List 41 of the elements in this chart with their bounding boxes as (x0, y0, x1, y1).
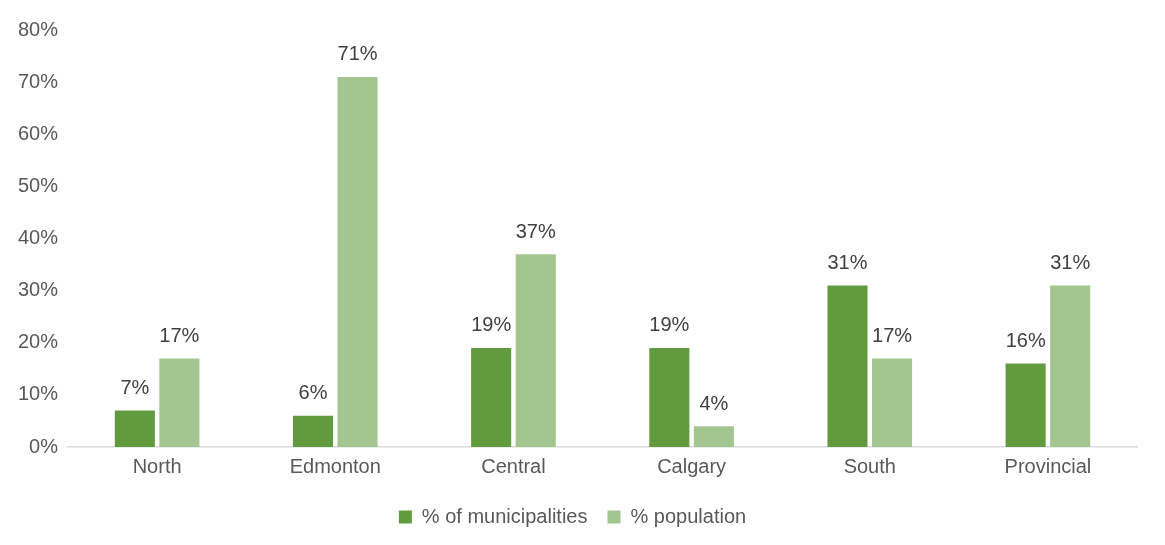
bar (827, 285, 868, 447)
y-tick-label: 0% (29, 434, 59, 457)
x-tick-label: Edmonton (289, 454, 381, 477)
y-tick-label: 70% (18, 69, 59, 92)
bar (292, 415, 334, 447)
y-tick-label: 50% (18, 173, 59, 196)
bar (871, 358, 913, 447)
data-label: 31% (1050, 250, 1091, 273)
legend-label: % of municipalities (421, 504, 588, 527)
bar (1005, 363, 1046, 447)
y-tick-label: 30% (18, 278, 59, 301)
data-label: 17% (159, 323, 200, 346)
data-label: 19% (649, 313, 690, 336)
bar (1050, 285, 1091, 447)
data-label: 7% (120, 376, 150, 399)
bar (693, 426, 734, 447)
data-label: 71% (337, 42, 378, 65)
data-label: 31% (827, 250, 868, 273)
data-label: 19% (471, 313, 512, 336)
x-tick-label: South (843, 454, 896, 477)
data-label: 4% (699, 391, 729, 414)
y-tick-label: 40% (18, 226, 59, 249)
x-tick-label: Provincial (1004, 454, 1092, 477)
legend-label: % population (630, 504, 747, 527)
bar (471, 347, 512, 447)
x-tick-label: North (132, 454, 182, 477)
data-label: 6% (298, 381, 328, 404)
x-tick-label: Calgary (657, 454, 727, 477)
data-label: 37% (515, 219, 556, 242)
x-tick-label: Central (481, 454, 546, 477)
data-label: 16% (1005, 329, 1046, 352)
bar (114, 410, 155, 447)
y-tick-label: 10% (18, 382, 59, 405)
data-label: 17% (872, 323, 913, 346)
y-tick-label: 60% (18, 121, 59, 144)
bar (649, 347, 690, 447)
y-tick-label: 20% (18, 330, 59, 353)
bar (515, 254, 556, 447)
bar (337, 76, 378, 447)
y-tick-label: 80% (18, 17, 59, 40)
bar (159, 358, 200, 447)
